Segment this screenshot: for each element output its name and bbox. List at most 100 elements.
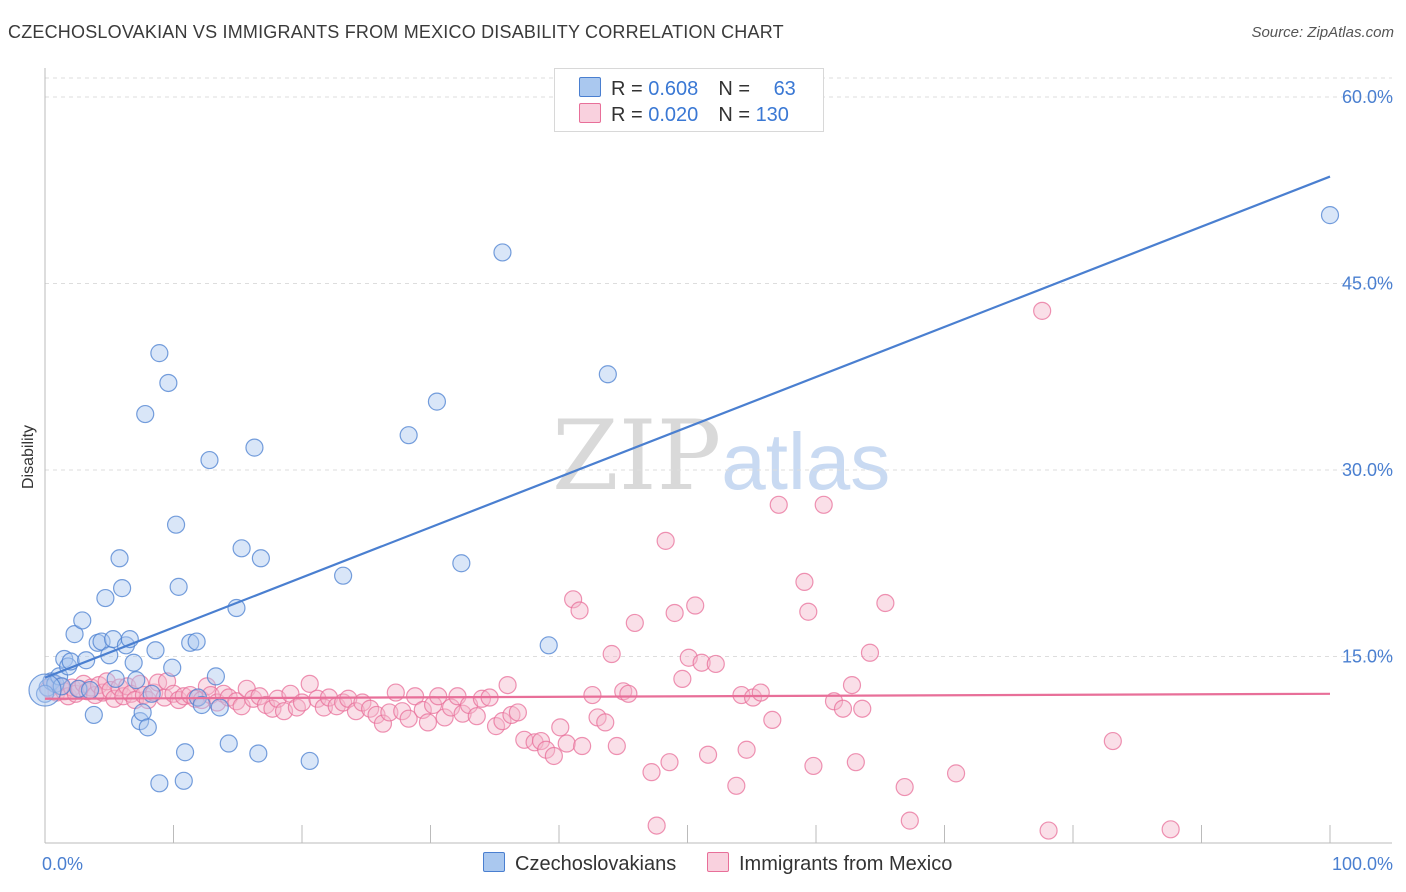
data-point xyxy=(441,698,461,717)
axis-labels: 15.0% 30.0% 45.0% 60.0% 0.0% 100.0% Disability xyxy=(20,87,1393,874)
legend-swatch-pink xyxy=(579,103,601,123)
data-point xyxy=(142,684,161,703)
data-point xyxy=(531,731,551,751)
data-point xyxy=(249,744,268,763)
data-point xyxy=(136,404,155,424)
data-point xyxy=(1103,731,1122,751)
data-point xyxy=(876,593,895,613)
legend-r-value: 0.608 xyxy=(648,78,699,100)
data-point xyxy=(77,651,96,670)
data-point xyxy=(1039,821,1058,840)
legend-item-czechoslovakians: Czechoslovakians xyxy=(483,852,676,876)
data-point xyxy=(232,539,251,558)
data-point xyxy=(138,718,157,737)
data-point xyxy=(69,679,88,698)
data-point xyxy=(1161,820,1180,839)
data-point xyxy=(751,683,770,702)
data-point xyxy=(110,678,129,697)
legend-row-czechoslovakians: R = 0.608 N = 63 xyxy=(579,77,796,101)
legend-r-label: R = xyxy=(611,104,649,126)
data-point xyxy=(686,596,705,615)
data-point xyxy=(84,705,103,725)
data-point xyxy=(251,549,270,568)
data-point xyxy=(698,745,718,764)
data-point xyxy=(833,699,853,718)
data-point xyxy=(106,669,125,688)
chart-title: CZECHOSLOVAKIAN VS IMMIGRANTS FROM MEXIC… xyxy=(8,22,784,42)
data-point xyxy=(472,689,491,708)
series-czechoslovakians xyxy=(28,206,1340,793)
data-point xyxy=(181,633,200,652)
data-point xyxy=(174,771,193,790)
data-point xyxy=(187,632,206,651)
data-point xyxy=(573,736,592,756)
y-tick-label: 45.0% xyxy=(1342,274,1393,294)
correlation-legend: R = 0.608 N = 63 R = 0.020 N = 130 xyxy=(554,68,824,132)
data-point xyxy=(112,579,132,598)
data-point xyxy=(596,713,615,732)
data-point xyxy=(96,588,115,608)
data-point xyxy=(206,667,226,686)
source-label: Source: ZipAtlas.com xyxy=(1251,24,1394,41)
legend-n-value: 130 xyxy=(755,104,789,126)
data-point xyxy=(665,603,684,623)
x-tick-label: 0.0% xyxy=(42,854,83,874)
data-point xyxy=(150,774,169,793)
data-point xyxy=(73,611,92,630)
data-point xyxy=(498,675,517,695)
data-point xyxy=(80,680,100,700)
data-point xyxy=(300,674,319,693)
data-point xyxy=(602,644,621,664)
data-point xyxy=(124,653,143,672)
data-point xyxy=(570,601,589,620)
legend-item-immigrants-from-mexico: Immigrants from Mexico xyxy=(707,852,952,876)
data-point xyxy=(200,450,219,470)
data-point xyxy=(557,734,576,753)
data-point xyxy=(539,636,558,655)
data-point xyxy=(804,756,823,776)
data-point xyxy=(763,710,782,730)
legend-row-immigrants-from-mexico: R = 0.020 N = 130 xyxy=(579,103,789,127)
data-point xyxy=(65,625,84,644)
data-point xyxy=(647,816,666,835)
data-point xyxy=(860,643,880,662)
data-point xyxy=(166,515,186,534)
data-point xyxy=(706,654,725,674)
trend-line xyxy=(44,692,1331,700)
data-point xyxy=(598,365,617,384)
data-point xyxy=(625,613,644,633)
data-point xyxy=(418,713,438,732)
data-point xyxy=(656,531,675,550)
data-point xyxy=(159,373,178,393)
legend-swatch-blue xyxy=(483,852,505,872)
data-point xyxy=(853,699,872,718)
data-point xyxy=(737,740,756,759)
legend-swatch-pink xyxy=(707,852,729,872)
data-point xyxy=(210,698,229,717)
data-point xyxy=(642,763,661,782)
legend-swatch-blue xyxy=(579,77,601,97)
data-point xyxy=(163,658,182,677)
data-point xyxy=(399,426,418,445)
data-point xyxy=(1033,301,1052,320)
data-point xyxy=(245,438,264,457)
data-point xyxy=(393,702,412,721)
y-tick-label: 60.0% xyxy=(1342,87,1393,107)
data-point xyxy=(769,495,788,514)
data-point xyxy=(619,684,638,703)
legend-label-czechoslovakians: Czechoslovakians xyxy=(515,853,677,875)
data-point xyxy=(427,392,447,411)
data-point xyxy=(799,602,818,621)
y-axis-title: Disability xyxy=(20,425,37,489)
data-point xyxy=(551,718,570,737)
data-point xyxy=(373,714,393,733)
legend-n-value: 63 xyxy=(773,78,796,100)
data-point xyxy=(895,777,914,797)
data-point xyxy=(314,698,333,717)
trend-lines xyxy=(44,175,1331,700)
data-point xyxy=(452,554,471,573)
watermark: ZIPatlas xyxy=(552,400,890,512)
data-point xyxy=(292,693,312,712)
legend-label-immigrants-from-mexico: Immigrants from Mexico xyxy=(739,853,953,875)
